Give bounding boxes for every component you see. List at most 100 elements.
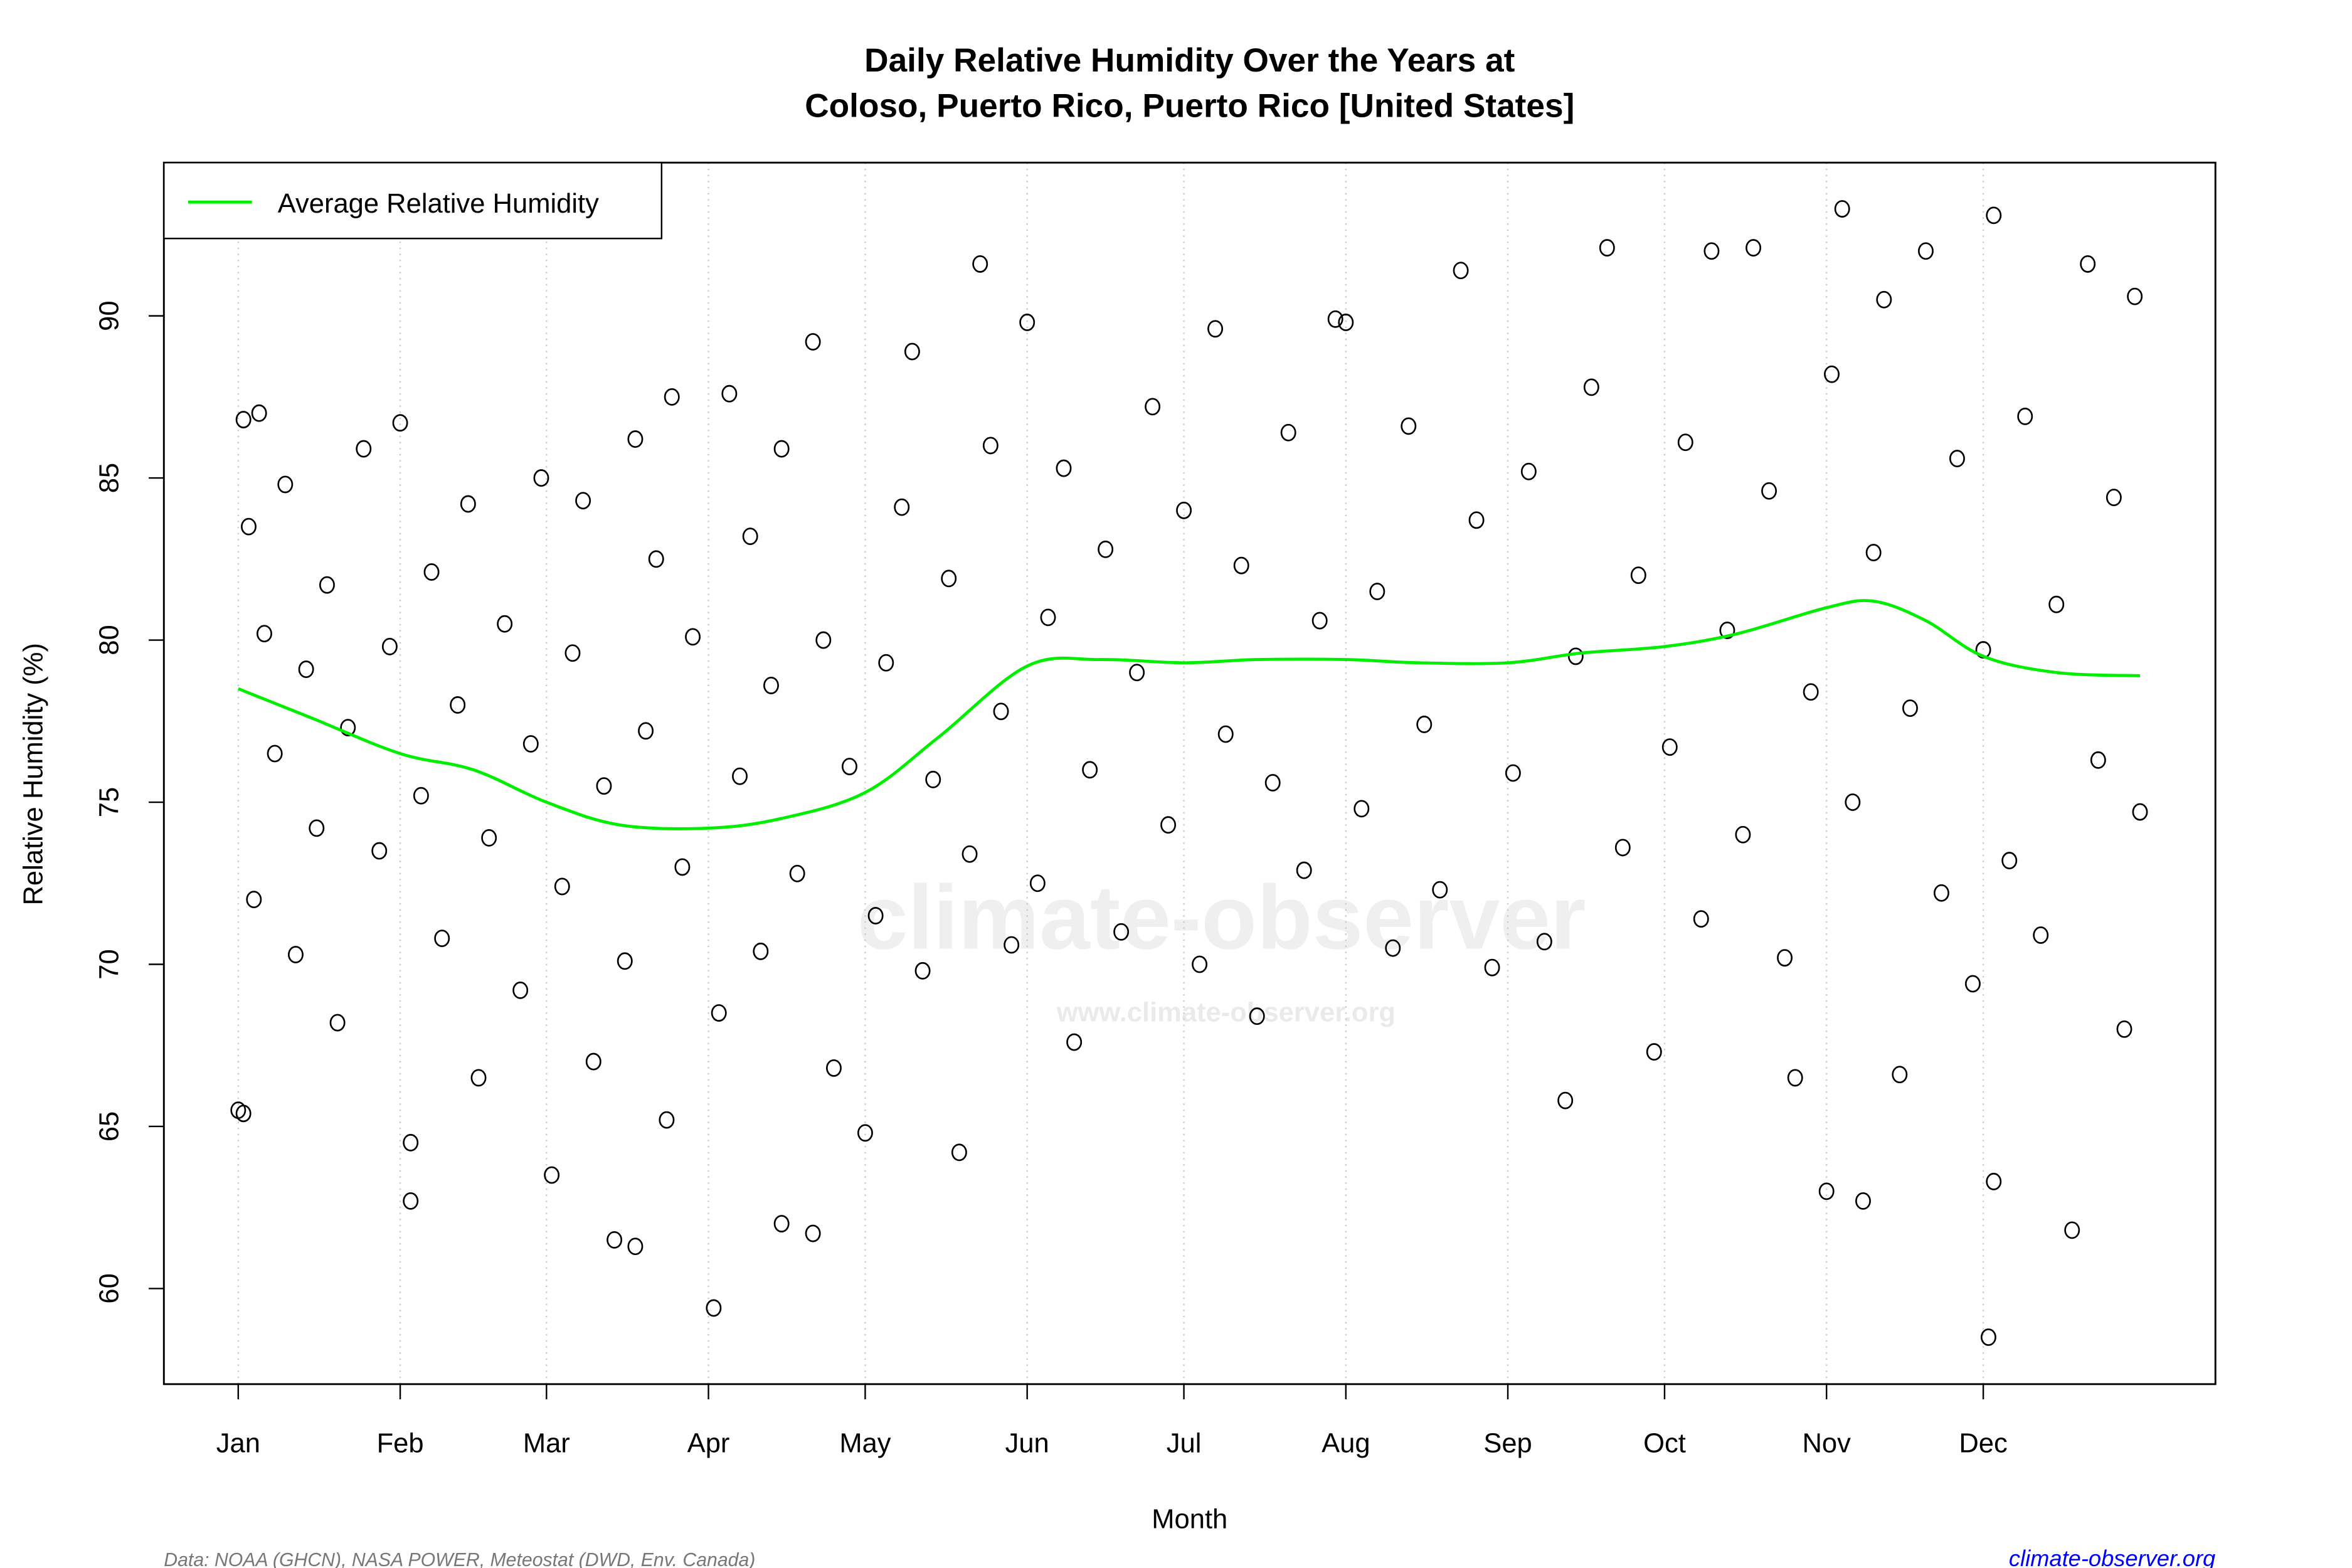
- data-point: [1040, 608, 1056, 627]
- data-point: [763, 677, 779, 694]
- data-point: [1902, 699, 1918, 718]
- data-point: [403, 1133, 419, 1152]
- y-tick-label: 75: [95, 787, 125, 817]
- data-point: [1416, 716, 1433, 733]
- data-point: [481, 829, 497, 847]
- y-tick-label: 80: [95, 625, 125, 655]
- data-point: [1892, 1066, 1908, 1084]
- data-point: [575, 492, 591, 510]
- data-point: [1986, 1172, 2002, 1190]
- data-point: [925, 770, 941, 788]
- data-point: [2048, 595, 2065, 613]
- data-point: [685, 628, 701, 646]
- plot-frame: [162, 161, 2217, 1385]
- chart-title-line1: Daily Relative Humidity Over the Years a…: [864, 42, 1515, 79]
- data-point: [711, 1004, 727, 1022]
- data-point: [1865, 544, 1882, 561]
- data-point: [753, 942, 769, 960]
- data-point: [894, 498, 910, 516]
- data-point: [2001, 852, 2018, 869]
- data-point: [1949, 450, 1965, 467]
- data-point: [1980, 1328, 1996, 1346]
- data-point: [1677, 433, 1693, 452]
- data-point: [664, 388, 680, 406]
- legend: Average Relative Humidity: [163, 162, 663, 240]
- data-point: [826, 1059, 842, 1077]
- data-point: [1964, 975, 1981, 993]
- x-axis: Jan Feb Mar Apr May Jun Jul Aug Sep Oct Nov Dec: [216, 1384, 2008, 1459]
- data-point: [1264, 774, 1281, 792]
- data-point: [627, 1237, 644, 1256]
- data-point: [371, 842, 388, 860]
- data-point: [1557, 1091, 1574, 1110]
- y-tick-label: 65: [95, 1111, 125, 1142]
- data-point: [1787, 1069, 1803, 1087]
- data-point: [993, 702, 1009, 721]
- data-point: [1834, 200, 1850, 218]
- data-point: [1719, 622, 1735, 639]
- y-tick-label: 60: [95, 1273, 125, 1303]
- data-point: [1233, 556, 1249, 575]
- data-point: [1432, 881, 1448, 899]
- x-tick-label: Jun: [1005, 1429, 1049, 1459]
- x-tick-label: Dec: [1959, 1429, 2007, 1459]
- data-point: [1401, 417, 1417, 435]
- x-tick-label: Jan: [216, 1429, 260, 1459]
- data-point: [564, 644, 581, 662]
- data-point: [1369, 583, 1385, 600]
- data-point: [941, 569, 957, 588]
- y-tick-label: 85: [95, 463, 125, 493]
- y-tick-label: 70: [95, 949, 125, 979]
- data-point: [423, 563, 440, 581]
- data-point: [512, 981, 529, 999]
- data-point: [277, 475, 294, 494]
- site-link[interactable]: climate-observer.org: [2009, 1545, 2215, 1568]
- data-point: [381, 637, 398, 655]
- data-point: [596, 777, 612, 795]
- data-point: [1646, 1043, 1662, 1061]
- x-tick-label: Jul: [1167, 1429, 1202, 1459]
- data-point: [1338, 314, 1354, 331]
- data-point: [329, 1014, 346, 1032]
- data-point: [470, 1069, 487, 1087]
- data-source: Data: NOAA (GHCN), NASA POWER, Meteostat…: [164, 1550, 755, 1568]
- data-point: [617, 952, 633, 970]
- data-point: [842, 758, 857, 776]
- data-point: [1876, 290, 1892, 309]
- data-point: [2064, 1221, 2080, 1239]
- data-point: [1505, 764, 1521, 782]
- data-point: [2116, 1020, 2132, 1038]
- data-point: [1567, 647, 1584, 665]
- data-point: [1599, 239, 1615, 257]
- legend-label: Average Relative Humidity: [278, 189, 599, 219]
- data-point: [1693, 910, 1709, 928]
- data-point: [1520, 462, 1537, 480]
- x-tick-label: Mar: [523, 1429, 570, 1459]
- data-point: [2017, 407, 2033, 425]
- data-point: [1845, 793, 1861, 811]
- data-point: [1583, 378, 1599, 396]
- data-point: [1735, 825, 1751, 844]
- data-point: [721, 384, 738, 403]
- data-point: [1066, 1033, 1083, 1051]
- data-point: [309, 819, 325, 837]
- y-tick-label: 90: [95, 300, 125, 331]
- data-point: [1468, 511, 1485, 529]
- data-point: [1056, 459, 1072, 477]
- data-point: [1082, 761, 1098, 779]
- data-point: [1129, 664, 1145, 682]
- data-point: [2090, 751, 2106, 769]
- data-point: [585, 1052, 601, 1071]
- x-tick-label: Sep: [1483, 1429, 1532, 1459]
- chart-title-line2: Coloso, Puerto Rico, Puerto Rico [United…: [805, 88, 1574, 125]
- data-point: [1630, 566, 1646, 585]
- data-point: [235, 1104, 252, 1123]
- data-point: [867, 907, 884, 924]
- data-point: [533, 469, 549, 487]
- data-point: [392, 414, 408, 432]
- data-point: [1761, 482, 1777, 500]
- x-tick-label: Aug: [1322, 1429, 1370, 1459]
- data-point: [1327, 310, 1343, 328]
- data-point: [1311, 612, 1328, 630]
- data-point: [982, 437, 999, 455]
